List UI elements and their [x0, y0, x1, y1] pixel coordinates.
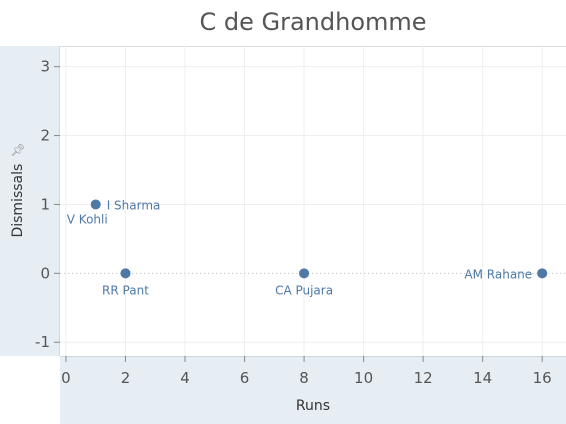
x-tick-label: 8: [299, 369, 309, 387]
x-tick-label: 0: [61, 369, 71, 387]
point-label: RR Pant: [102, 283, 149, 297]
x-tick-label: 4: [180, 369, 190, 387]
y-axis-band: [0, 46, 60, 356]
corner: [0, 356, 59, 423]
point-label: AM Rahane: [464, 267, 532, 281]
x-tick-label: 12: [414, 369, 433, 387]
data-point[interactable]: [90, 199, 101, 210]
data-point[interactable]: [299, 268, 310, 279]
x-tick-label: 6: [240, 369, 250, 387]
gridlines: [60, 46, 566, 356]
x-tick-label: 14: [473, 369, 492, 387]
data-point[interactable]: [537, 268, 548, 279]
x-axis-band: [60, 356, 566, 424]
x-tick-label: 2: [121, 369, 131, 387]
title-band: [60, 0, 566, 47]
x-axis-title[interactable]: Runs: [295, 398, 331, 414]
point-label: V Kohli: [67, 212, 108, 226]
chart-title: C de Grandhomme: [199, 8, 427, 36]
y-tick-label: 0: [40, 264, 50, 282]
point-label: CA Pujara: [275, 283, 333, 297]
y-tick-label: 3: [40, 58, 50, 76]
x-tick-label: 16: [533, 369, 552, 387]
x-tick-label: 10: [354, 369, 373, 387]
y-tick-label: 2: [40, 127, 50, 145]
data-point[interactable]: [120, 268, 131, 279]
point-label: I Sharma: [107, 198, 161, 212]
y-tick-label: 1: [40, 195, 50, 213]
y-tick-label: -1: [35, 333, 50, 351]
